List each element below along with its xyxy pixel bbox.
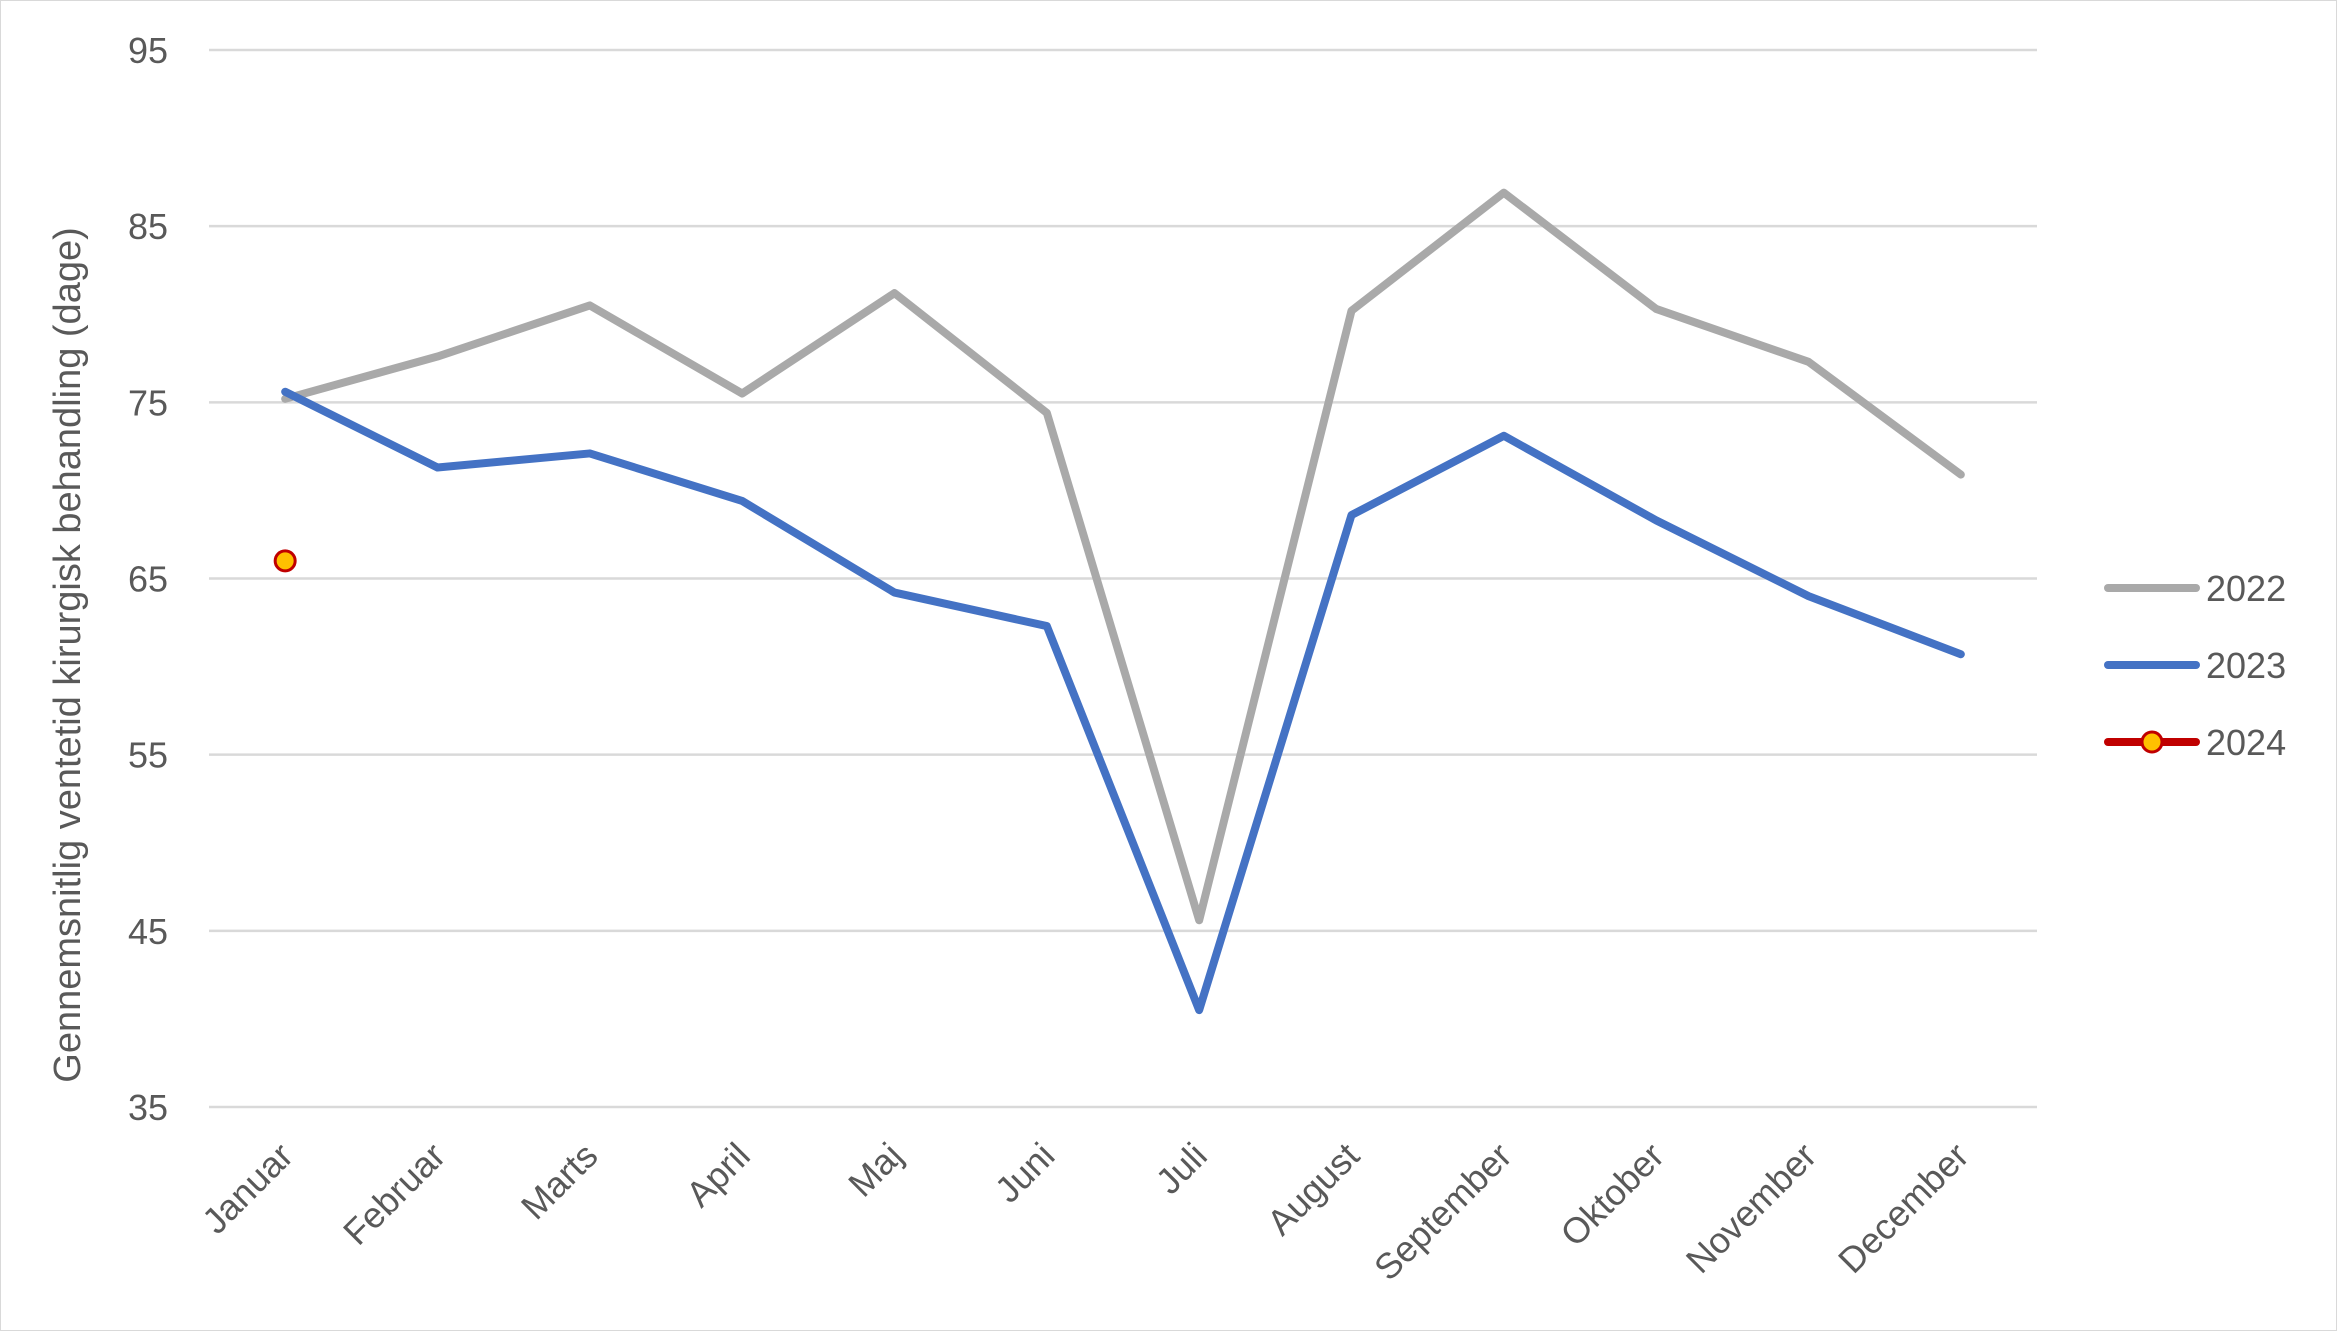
series-line-2023 <box>281 387 1965 1015</box>
x-tick-label: November <box>1678 1135 1824 1281</box>
x-tick-label: Oktober <box>1552 1135 1672 1255</box>
series-line-2022 <box>281 188 1965 925</box>
legend: 2022 2023 2024 <box>2104 568 2286 763</box>
x-tick-label: August <box>1259 1135 1367 1243</box>
x-tick-label: April <box>678 1135 758 1215</box>
legend-label-2024: 2024 <box>2206 722 2286 763</box>
x-tick-label: Januar <box>194 1135 301 1242</box>
y-tick-label: 35 <box>128 1087 168 1128</box>
x-tick-label: Juli <box>1148 1135 1215 1202</box>
gridlines <box>209 48 2037 1109</box>
x-tick-label: Februar <box>335 1135 453 1253</box>
series-lines <box>273 188 1965 1015</box>
x-tick-label: Marts <box>513 1135 606 1228</box>
y-tick-label: 95 <box>128 30 168 71</box>
y-axis-ticks: 35 45 55 65 75 85 95 <box>128 30 168 1128</box>
x-tick-label: December <box>1830 1135 1976 1281</box>
legend-label-2023: 2023 <box>2206 645 2286 686</box>
y-tick-label: 45 <box>128 911 168 952</box>
y-tick-label: 55 <box>128 735 168 776</box>
y-axis-title: Gennemsnitlig ventetid kirurgisk behandl… <box>47 227 89 1082</box>
x-tick-label: September <box>1366 1135 1520 1289</box>
y-tick-label: 65 <box>128 559 168 600</box>
data-point-2024 <box>273 549 297 573</box>
x-tick-label: Juni <box>987 1135 1063 1211</box>
legend-label-2022: 2022 <box>2206 568 2286 609</box>
x-axis-ticks: Januar Februar Marts April Maj Juni Juli August… <box>194 1135 1977 1289</box>
y-tick-label: 75 <box>128 382 168 423</box>
x-tick-label: Maj <box>840 1135 910 1205</box>
y-tick-label: 85 <box>128 206 168 247</box>
legend-marker-2024 <box>2140 730 2164 754</box>
